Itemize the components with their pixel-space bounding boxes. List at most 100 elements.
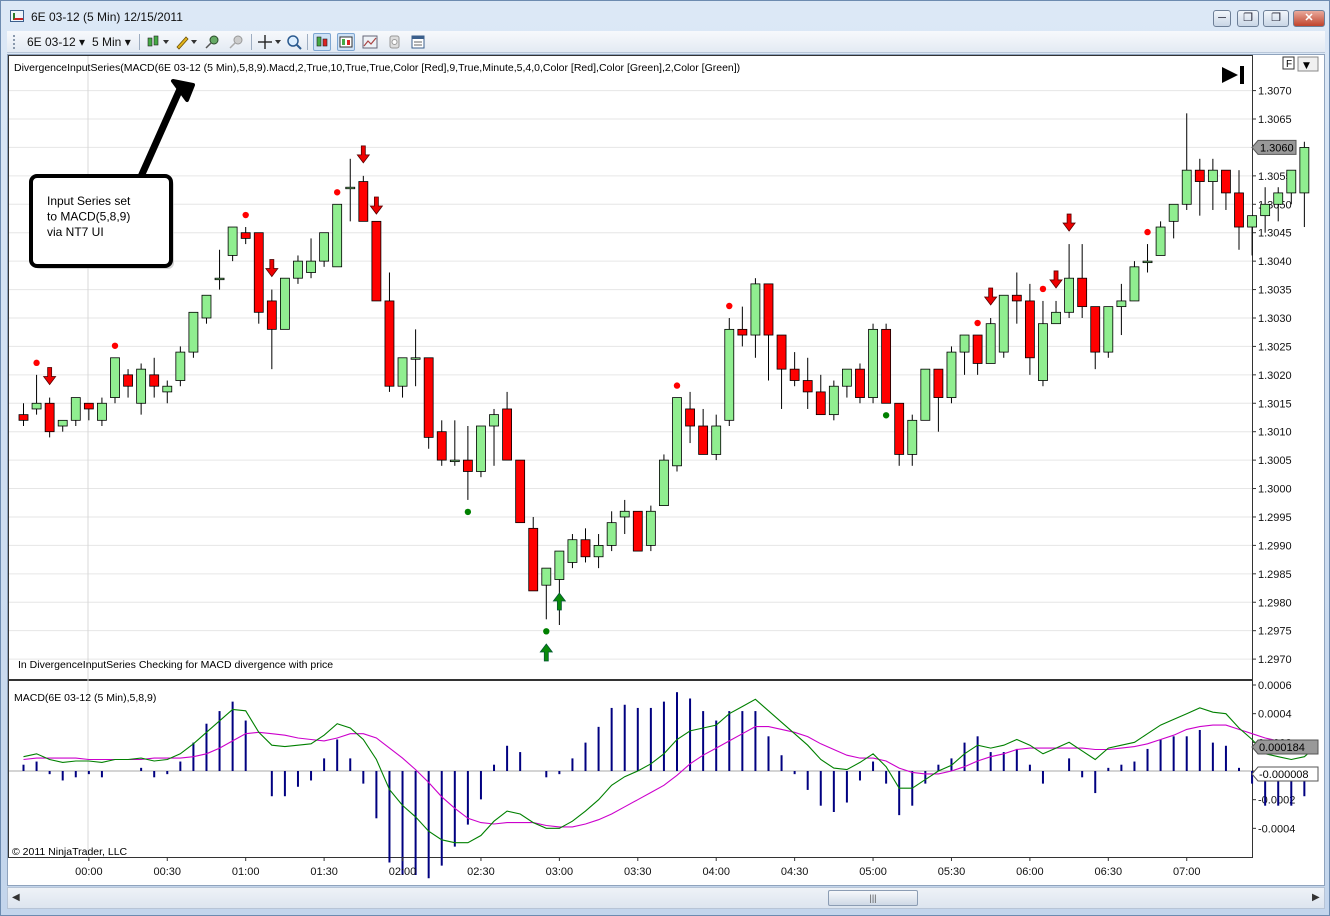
candle-down	[763, 283, 774, 336]
data-box-icon[interactable]	[337, 33, 355, 51]
candle-up	[175, 351, 186, 381]
candle-down	[972, 334, 983, 364]
price-tick-label: 1.2980	[1258, 597, 1292, 609]
pin-icon[interactable]	[203, 33, 221, 51]
price-tick-label: 1.3030	[1258, 313, 1292, 325]
title-bar[interactable]: 6E 03-12 (5 Min) 12/15/2011 ─ ❐ ❐ ✕	[1, 1, 1329, 31]
chart-properties-icon[interactable]	[361, 33, 379, 51]
candle-up	[1051, 311, 1061, 325]
candle-up	[868, 328, 878, 398]
price-tick-label: 1.2975	[1258, 626, 1292, 638]
candle-up	[1286, 169, 1297, 194]
candle-up	[201, 294, 212, 319]
bearish-divergence-dot	[1039, 285, 1047, 293]
candlestick-style-icon[interactable]	[145, 33, 171, 51]
candle-down	[1194, 169, 1205, 182]
scroll-left-arrow-icon[interactable]: ◀	[12, 892, 20, 903]
candle-up	[672, 397, 682, 467]
horizontal-scrollbar[interactable]: ◀ ||| ▶	[7, 887, 1325, 909]
instrument-label: 6E 03-12	[27, 35, 76, 49]
time-tick-label: 04:30	[781, 866, 809, 878]
candle-down	[933, 368, 944, 398]
callout-arrow	[135, 87, 184, 183]
tile-button[interactable]: ❐	[1237, 10, 1259, 27]
price-tick-label: 1.3035	[1258, 285, 1292, 297]
toolbar-grip[interactable]	[13, 35, 16, 49]
candle-down	[149, 374, 160, 387]
maximize-button[interactable]: ❐	[1263, 10, 1289, 27]
candle-down	[436, 431, 447, 461]
candle-up	[162, 385, 173, 393]
status-text: In DivergenceInputSeries Checking for MA…	[18, 659, 333, 671]
candle-up	[70, 397, 81, 421]
sell-arrow-icon	[369, 196, 384, 215]
indicators-icon[interactable]	[385, 33, 403, 51]
bearish-divergence-dot	[673, 382, 681, 389]
bearish-divergence-dot	[974, 319, 981, 327]
buy-arrow-icon	[552, 592, 567, 611]
candle-down	[1090, 306, 1101, 353]
candle-down	[1077, 277, 1088, 308]
price-tick-label: 1.2970	[1258, 654, 1292, 666]
sell-arrow-icon	[42, 367, 57, 386]
strategies-icon[interactable]	[409, 33, 427, 51]
toolbar-separator	[251, 34, 252, 50]
time-tick-label: 04:00	[702, 866, 730, 878]
chevron-down-icon: ▾	[79, 35, 86, 49]
chart-panel[interactable]: 1.2970 1.2975 1.2980 1.2985 1.2990 1.2995 1.30…	[7, 54, 1325, 886]
time-tick-label: 02:00	[389, 866, 417, 878]
window-title: 6E 03-12 (5 Min) 12/15/2011	[31, 10, 183, 24]
close-button[interactable]: ✕	[1293, 10, 1325, 27]
candle-up	[606, 522, 617, 546]
time-tick-label: 06:00	[1016, 866, 1044, 878]
candle-down	[1221, 169, 1231, 194]
candle-up	[110, 357, 120, 398]
instrument-selector[interactable]: 6E 03-12 ▾	[27, 34, 85, 50]
candle-up	[345, 186, 356, 190]
candle-up	[489, 414, 499, 427]
candle-up	[541, 567, 552, 586]
f-box-label: F	[1286, 59, 1292, 70]
minimize-button[interactable]: ─	[1213, 10, 1231, 27]
price-panel-frame	[8, 55, 1253, 680]
bullish-divergence-dot	[464, 508, 472, 516]
candle-down	[855, 368, 865, 398]
pin-disabled-icon[interactable]	[227, 33, 245, 51]
scrollbar-thumb[interactable]: |||	[828, 890, 918, 906]
pencil-draw-icon[interactable]	[173, 33, 199, 51]
candle-down	[44, 402, 55, 433]
candle-down	[266, 300, 277, 330]
candle-down	[737, 328, 748, 336]
scroll-right-arrow-icon[interactable]: ▶	[1312, 892, 1320, 903]
crosshair-icon[interactable]	[257, 33, 283, 51]
candle-down	[528, 527, 539, 592]
candle-down	[894, 402, 905, 455]
indicator-caption: DivergenceInputSeries(MACD(6E 03-12 (5 M…	[14, 62, 740, 74]
candle-up	[554, 550, 565, 580]
interval-selector[interactable]: 5 Min ▾	[92, 34, 131, 50]
time-tick-label: 05:00	[859, 866, 887, 878]
candle-up	[659, 459, 669, 507]
sell-arrow-icon	[1049, 270, 1063, 289]
price-tick-label: 1.3045	[1258, 228, 1292, 240]
chart-app-icon	[10, 10, 24, 22]
candle-down	[802, 380, 813, 393]
copyright-text: © 2011 NinjaTrader, LLC	[12, 846, 128, 858]
candle-down	[515, 459, 526, 524]
time-tick-label: 03:00	[546, 866, 574, 878]
zoom-icon[interactable]	[285, 33, 303, 51]
candle-up	[1273, 192, 1284, 205]
candle-up	[1155, 226, 1166, 256]
candle-up	[1299, 147, 1310, 194]
chart-trader-icon[interactable]	[313, 33, 331, 51]
candle-up	[136, 368, 147, 404]
end-of-chart-bar	[1240, 66, 1244, 84]
macd-tick-label: -0.0002	[1258, 795, 1295, 807]
macd-avg-line	[23, 724, 1318, 828]
price-tick-label: 1.3040	[1258, 256, 1292, 268]
candle-up	[1064, 277, 1074, 313]
candle-down	[1024, 300, 1035, 359]
chart-canvas[interactable]: 1.2970 1.2975 1.2980 1.2985 1.2990 1.2995 1.30…	[8, 55, 1324, 885]
candle-down	[1011, 294, 1022, 302]
candle-up	[306, 260, 316, 273]
